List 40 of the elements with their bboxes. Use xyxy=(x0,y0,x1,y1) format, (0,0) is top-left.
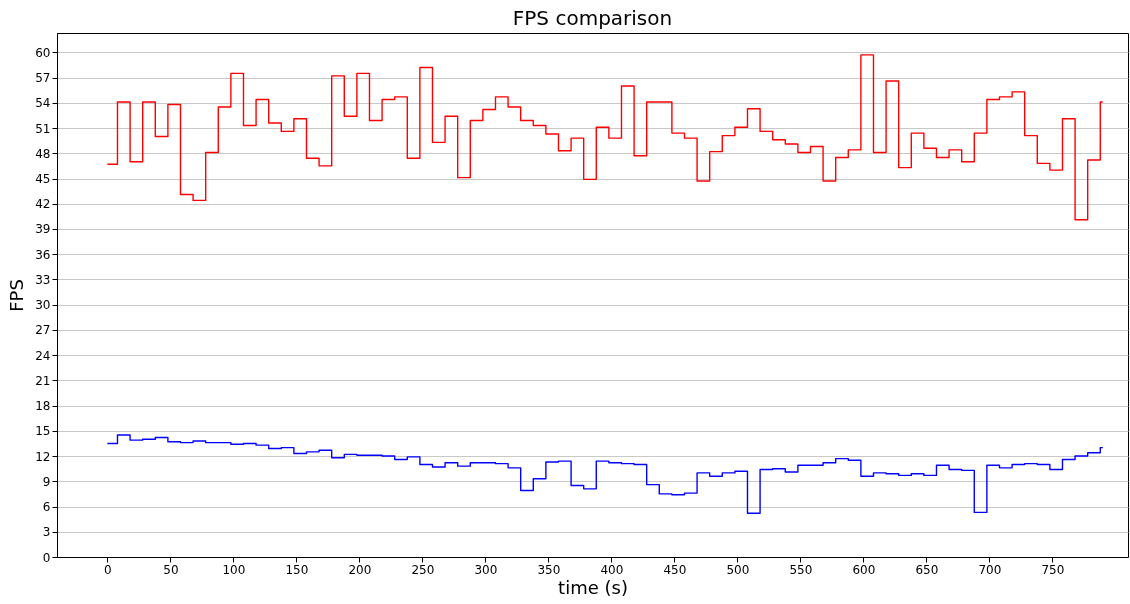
x-tick-label: 650 xyxy=(915,562,939,577)
y-tick-label: 18 xyxy=(35,399,51,414)
y-tick-label: 24 xyxy=(35,348,51,363)
y-tick-label: 21 xyxy=(35,373,51,388)
x-tick-label: 550 xyxy=(789,562,813,577)
x-tick-label: 150 xyxy=(285,562,309,577)
y-tick-label: 48 xyxy=(35,146,51,161)
x-tick-label: 400 xyxy=(600,562,624,577)
x-tick-label: 600 xyxy=(852,562,876,577)
y-tick-label: 60 xyxy=(35,45,51,60)
chart-title: FPS comparison xyxy=(512,6,673,30)
x-tick-label: 350 xyxy=(537,562,561,577)
y-tick-label: 36 xyxy=(35,247,51,262)
y-tick-label: 12 xyxy=(35,449,51,464)
x-tick-label: 250 xyxy=(411,562,435,577)
x-tick-label: 300 xyxy=(474,562,498,577)
y-tick-label: 15 xyxy=(35,424,51,439)
y-tick-label: 54 xyxy=(35,96,51,111)
x-tick-label: 700 xyxy=(978,562,1002,577)
x-tick-label: 100 xyxy=(222,562,246,577)
x-axis-title: time (s) xyxy=(558,576,628,598)
x-tick-label: 750 xyxy=(1041,562,1065,577)
y-tick-label: 6 xyxy=(42,500,51,515)
x-tick-label: 50 xyxy=(163,562,179,577)
x-tick-label: 500 xyxy=(726,562,750,577)
y-tick-label: 9 xyxy=(42,474,51,489)
y-tick-label: 27 xyxy=(35,323,51,338)
y-tick-label: 45 xyxy=(35,172,51,187)
y-tick-label: 39 xyxy=(35,222,51,237)
x-tick-label: 450 xyxy=(663,562,687,577)
y-tick-label: 3 xyxy=(42,525,51,540)
y-tick-label: 51 xyxy=(35,121,51,136)
y-tick-label: 57 xyxy=(35,71,51,86)
y-tick-label: 33 xyxy=(35,272,51,287)
y-tick-label: 42 xyxy=(35,197,51,212)
y-tick-label: 0 xyxy=(42,550,51,565)
x-tick-label: 0 xyxy=(104,562,112,577)
y-tick-label: 30 xyxy=(35,298,51,313)
x-tick-label: 200 xyxy=(348,562,372,577)
y-axis-title: FPS xyxy=(6,279,28,312)
